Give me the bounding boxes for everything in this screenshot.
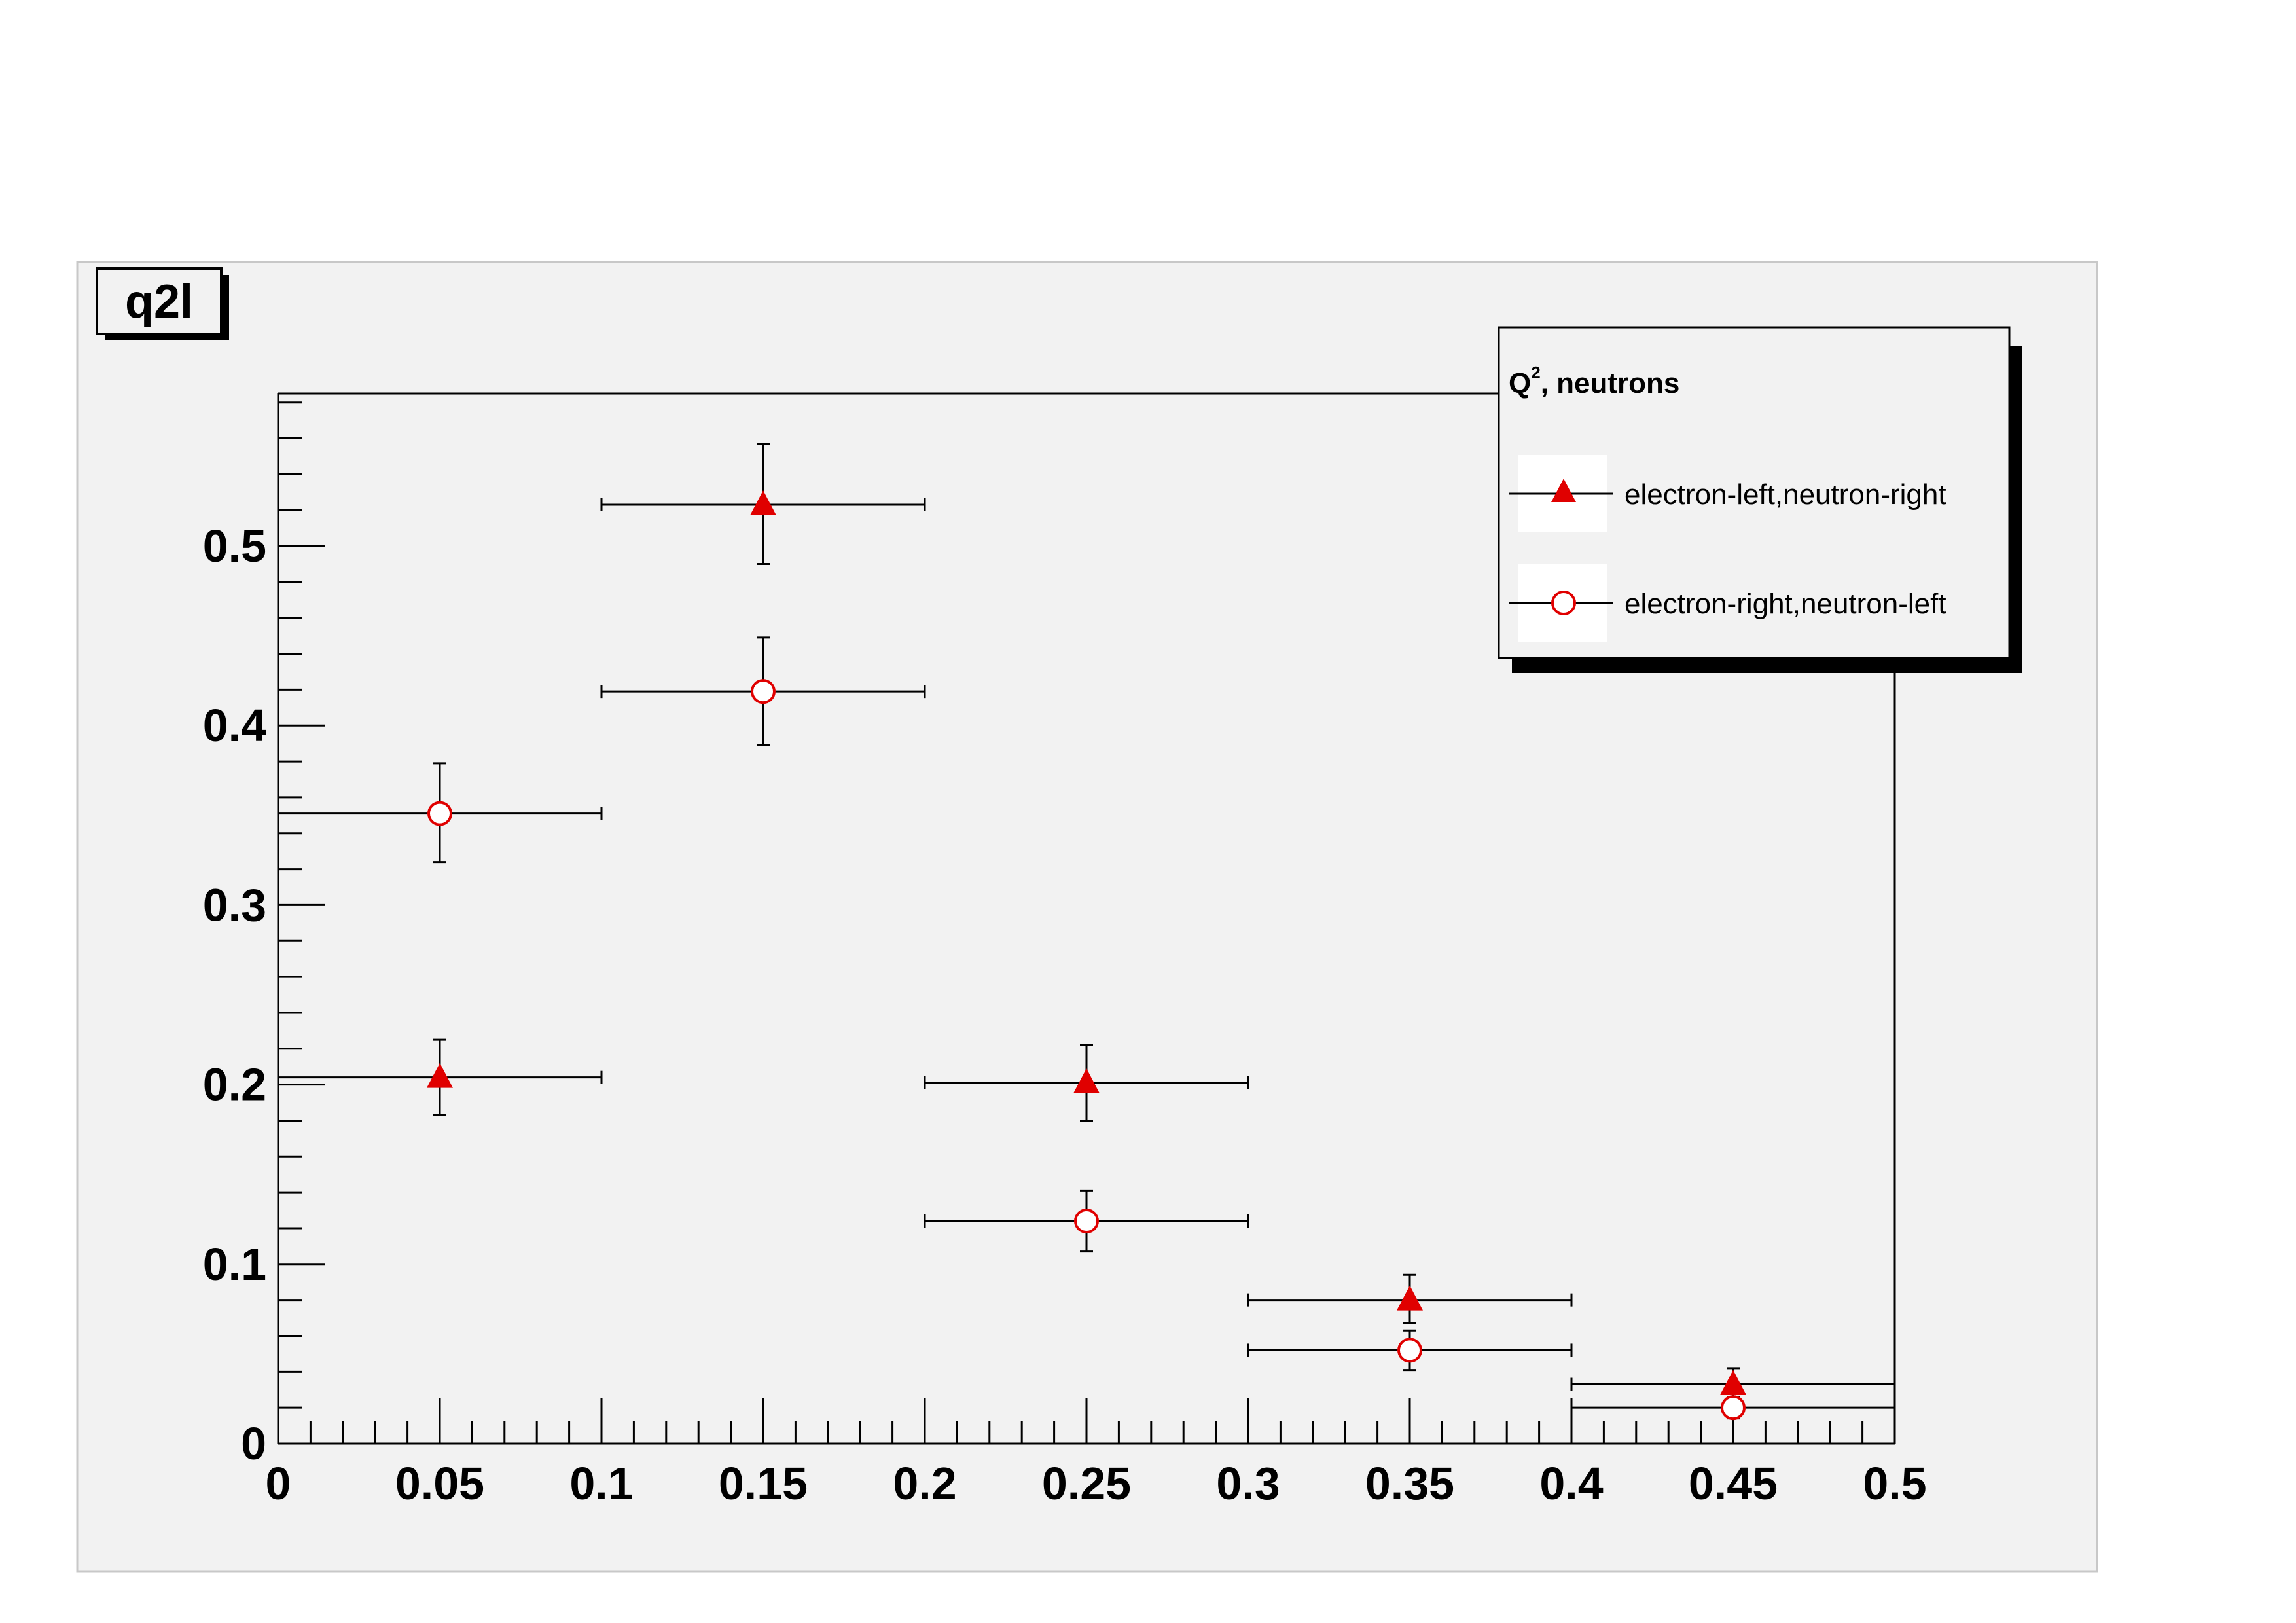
x-tick-label: 0 xyxy=(266,1458,291,1509)
legend-header-rest: , neutrons xyxy=(1541,367,1680,399)
y-tick-label: 0.4 xyxy=(203,700,266,751)
circle-marker xyxy=(1721,1395,1746,1421)
x-tick-label: 0.35 xyxy=(1365,1458,1454,1509)
y-tick-label: 0 xyxy=(241,1418,266,1469)
legend-triangle-marker xyxy=(1551,479,1576,502)
legend-header-sup: 2 xyxy=(1531,363,1540,382)
x-tick-label: 0.2 xyxy=(893,1458,956,1509)
title-box-frame xyxy=(96,267,223,335)
axes-layer: 0 0.05 0.1 0.15 0.2 0.25 0.3 0.35 0.4 0.45 0.5 0 0.1… xyxy=(203,392,1927,1509)
y-tick-label: 0.1 xyxy=(203,1239,266,1290)
x-tick-label: 0.5 xyxy=(1863,1458,1926,1509)
legend-header-main: Q xyxy=(1509,367,1531,399)
chart-title: q2l xyxy=(125,276,193,328)
x-tick-label: 0.45 xyxy=(1689,1458,1778,1509)
series-group xyxy=(277,636,1896,1421)
triangle-marker xyxy=(1073,1068,1100,1093)
y-tick-label: 0.3 xyxy=(203,879,266,930)
title-box: q2l xyxy=(96,267,229,340)
circle-marker xyxy=(427,801,452,826)
legend-label-series-1: electron-left,neutron-right xyxy=(1624,479,1946,511)
y-tick-label: 0.2 xyxy=(203,1059,266,1110)
x-tick-label: 0.4 xyxy=(1539,1458,1603,1509)
triangle-marker xyxy=(427,1063,453,1088)
data-layer xyxy=(277,443,1896,1421)
x-tick-label: 0.05 xyxy=(395,1458,484,1509)
series-group xyxy=(277,443,1896,1400)
y-tick-label: 0.5 xyxy=(203,520,266,572)
legend-label-series-2: electron-right,neutron-left xyxy=(1624,588,1946,620)
legend: Q2, neutrons electron-left,neutron-right… xyxy=(1498,326,2022,673)
triangle-marker xyxy=(1720,1370,1746,1395)
x-tick-label: 0.15 xyxy=(719,1458,808,1509)
circle-marker xyxy=(1397,1338,1422,1363)
x-tick-label: 0.3 xyxy=(1216,1458,1280,1509)
legend-header: Q2, neutrons xyxy=(1509,363,1679,399)
legend-circle-marker xyxy=(1551,591,1576,615)
circle-marker xyxy=(751,679,776,704)
x-tick-label: 0.25 xyxy=(1042,1458,1131,1509)
circle-marker xyxy=(1074,1209,1099,1234)
triangle-marker xyxy=(750,490,776,515)
triangle-marker xyxy=(1397,1285,1423,1311)
x-tick-label: 0.1 xyxy=(569,1458,633,1509)
